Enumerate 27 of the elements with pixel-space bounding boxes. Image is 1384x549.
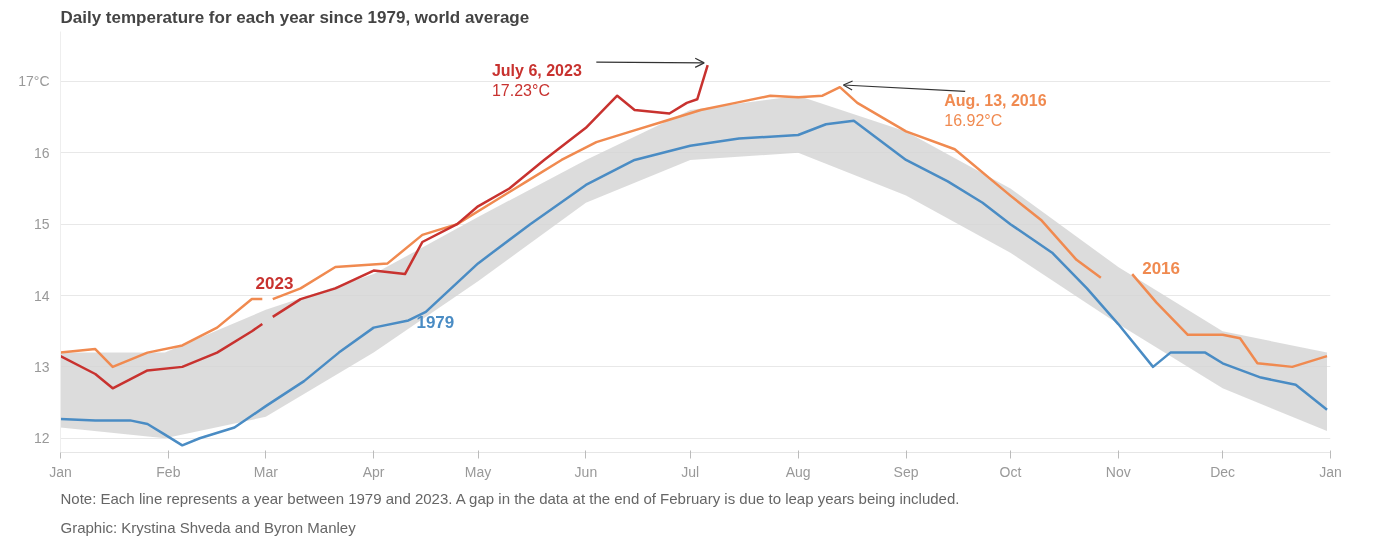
x-tick-label: May bbox=[464, 463, 492, 480]
x-tick-label: Jun bbox=[574, 463, 598, 480]
x-tick-label: Jul bbox=[681, 463, 700, 480]
x-tick-label: Sep bbox=[893, 463, 919, 480]
series-label: 2016 bbox=[1142, 259, 1180, 279]
x-tick-label: Jan bbox=[49, 463, 72, 480]
chart-title: Daily temperature for each year since 1979, world average bbox=[60, 7, 530, 27]
annotation: July 6, 2023 17.23°C bbox=[491, 62, 582, 100]
y-tick-label: 13 bbox=[33, 358, 50, 375]
x-tick-label: Nov bbox=[1105, 463, 1131, 480]
series-label: 1979 bbox=[416, 313, 455, 333]
series-label: 2023 bbox=[255, 274, 294, 294]
text: Graphic: Krystina Shveda and Byron Manley bbox=[60, 518, 357, 536]
y-tick-label: 15 bbox=[33, 216, 50, 233]
x-tick-label: Jan bbox=[1319, 463, 1342, 480]
x-tick-label: Mar bbox=[253, 463, 279, 480]
y-tick-label: 12 bbox=[33, 430, 50, 447]
y-tick-label: 17°C bbox=[18, 73, 50, 90]
annotation: Aug. 13, 2016 16.92°C bbox=[944, 91, 1047, 129]
x-tick-label: Oct bbox=[999, 463, 1022, 480]
text: Note: Each line represents a year between 1979 and 2023. A gap in the data at the end of February is due to leap years being included. bbox=[60, 489, 960, 507]
y-tick-label: 16 bbox=[33, 144, 50, 161]
y-tick-label: 14 bbox=[33, 287, 50, 304]
x-tick-label: Aug bbox=[785, 463, 811, 480]
x-tick-label: Apr bbox=[362, 463, 385, 480]
x-tick-label: Dec bbox=[1210, 463, 1236, 480]
x-tick-label: Feb bbox=[156, 463, 181, 480]
